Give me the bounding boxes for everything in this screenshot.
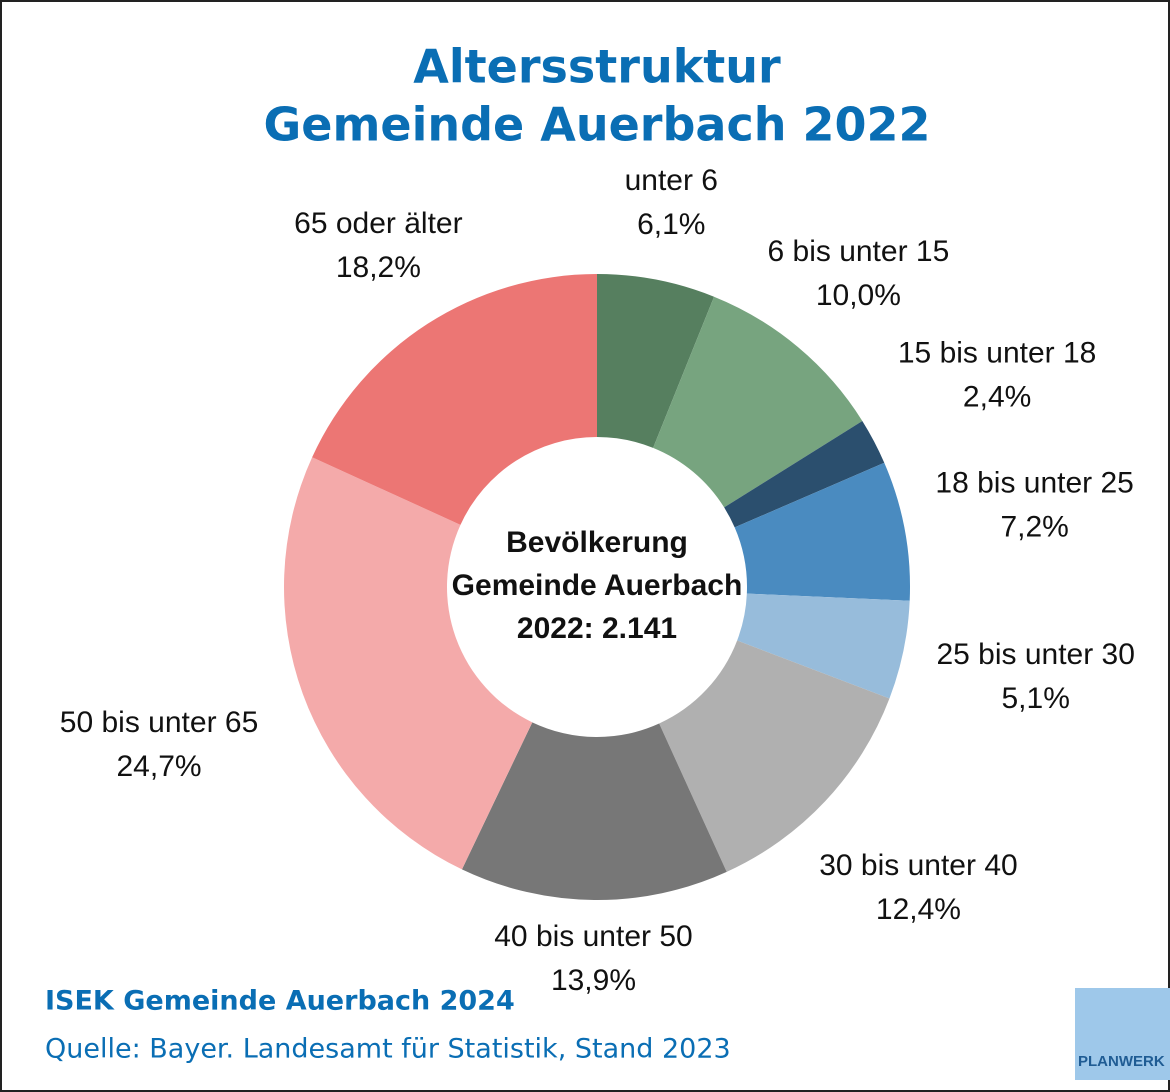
- segment-value: 12,4%: [876, 893, 961, 926]
- chart-title: Altersstruktur: [413, 40, 781, 94]
- donut-segment: [659, 640, 890, 872]
- segment-value: 2,4%: [963, 381, 1031, 414]
- segment-value: 7,2%: [1000, 510, 1068, 543]
- segment-value: 10,0%: [816, 279, 901, 312]
- donut-segment: [597, 274, 715, 448]
- segment-value: 5,1%: [1001, 682, 1069, 715]
- donut-segment: [284, 457, 533, 870]
- donut-segment: [653, 296, 863, 508]
- center-label: Bevölkerung: [506, 526, 688, 559]
- segment-label: 50 bis unter 65: [60, 706, 258, 739]
- donut-segment: [734, 462, 910, 601]
- footer-title: ISEK Gemeinde Auerbach 2024: [45, 986, 515, 1017]
- segment-label: 30 bis unter 40: [819, 849, 1017, 882]
- donut-segment: [737, 593, 910, 699]
- donut-segment: [724, 420, 885, 528]
- segment-label: 40 bis unter 50: [494, 920, 692, 953]
- footer-source: Quelle: Bayer. Landesamt für Statistik, …: [45, 1034, 731, 1065]
- segment-value: 13,9%: [551, 964, 636, 997]
- segment-label: 6 bis unter 15: [767, 235, 949, 268]
- logo-text: PLANWERK: [1078, 1053, 1165, 1070]
- segment-label: 25 bis unter 30: [936, 638, 1134, 671]
- segment-label: 15 bis unter 18: [898, 337, 1096, 370]
- segment-value: 24,7%: [117, 750, 202, 783]
- chart-title: Gemeinde Auerbach 2022: [264, 98, 931, 152]
- segment-label: 18 bis unter 25: [935, 466, 1133, 499]
- segment-value: 18,2%: [336, 251, 421, 284]
- segment-label: unter 6: [625, 164, 718, 197]
- donut-segment: [461, 722, 727, 900]
- center-label: 2022: 2.141: [517, 612, 677, 645]
- logo-box: [1075, 988, 1170, 1080]
- center-label: Gemeinde Auerbach: [452, 569, 743, 602]
- segment-label: 65 oder älter: [294, 207, 462, 240]
- segment-value: 6,1%: [637, 208, 705, 241]
- donut-segment: [312, 274, 597, 525]
